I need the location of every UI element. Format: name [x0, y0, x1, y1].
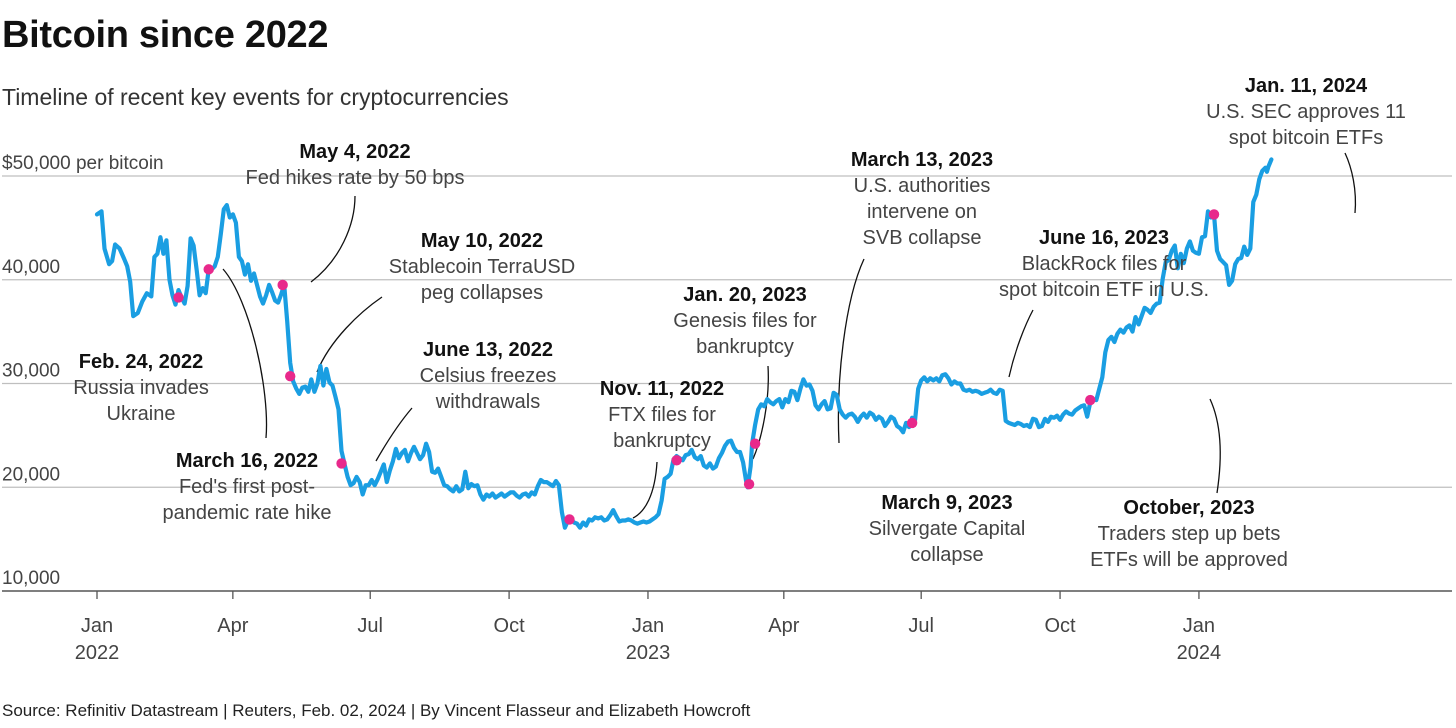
source-note: Source: Refinitiv Datastream | Reuters, …: [2, 701, 751, 720]
annotation-text: pandemic rate hike: [163, 502, 332, 524]
annotation-date: May 4, 2022: [299, 141, 410, 163]
annotation-text: SVB collapse: [863, 227, 982, 249]
annotation-date: Jan. 20, 2023: [683, 284, 806, 306]
y-tick-label: $50,000 per bitcoin: [2, 153, 164, 174]
event-marker: [743, 478, 755, 490]
annotation-leader-line: [837, 258, 865, 444]
y-tick-label: 40,000: [2, 257, 60, 278]
event-marker: [906, 417, 918, 429]
annotation-text: Stablecoin TerraUSD: [389, 256, 575, 278]
annotation-text: Russia invades: [73, 377, 209, 399]
annotation-text: bankruptcy: [696, 336, 794, 358]
grid-layer: [2, 175, 1452, 488]
annotation-leader-line: [752, 365, 769, 460]
x-tick-label: Jul: [908, 615, 934, 637]
annotation-date: March 13, 2023: [851, 149, 993, 171]
annotation-leader-line: [375, 407, 413, 462]
price-line: [94, 157, 1274, 530]
x-tick-label: Jul: [357, 615, 383, 637]
annotation-text: Fed's first post-: [179, 476, 315, 498]
y-tick-label: 30,000: [2, 361, 60, 382]
annotation-text: U.S. SEC approves 11: [1206, 101, 1406, 123]
axis-layer: [2, 590, 1452, 599]
annotation-date: Jan. 11, 2024: [1245, 75, 1368, 97]
event-marker: [277, 279, 288, 291]
annotation-leader-line: [632, 461, 658, 519]
x-tick-label: Oct: [494, 615, 526, 637]
label-layer: $50,000 per bitcoin 40,000 30,000 20,000 10,…: [2, 75, 1406, 664]
annotation-text: Ukraine: [107, 403, 176, 425]
x-tick-label: Jan: [1183, 615, 1215, 637]
annotation-date: Feb. 24, 2022: [79, 351, 204, 373]
chart-subtitle: Timeline of recent key events for crypto…: [2, 84, 509, 110]
marker-layer: [173, 209, 1220, 525]
annotation-text: ETFs will be approved: [1090, 549, 1288, 571]
x-tick-year-label: 2023: [626, 642, 671, 664]
annotation-date: June 16, 2023: [1039, 227, 1169, 249]
annotation-text: Traders step up bets: [1098, 523, 1281, 545]
x-tick-label: Jan: [632, 615, 664, 637]
annotation-date: October, 2023: [1123, 497, 1254, 519]
line-layer: [94, 157, 1274, 530]
annotation-date: March 16, 2022: [176, 450, 318, 472]
annotation-text: withdrawals: [435, 391, 540, 413]
event-marker: [671, 455, 682, 466]
annotation-date: March 9, 2023: [881, 492, 1012, 514]
annotation-leader-line: [316, 296, 383, 373]
annotation-date: June 13, 2022: [423, 339, 553, 361]
annotation-text: collapse: [910, 544, 983, 566]
event-marker: [1208, 209, 1220, 220]
x-tick-label: Jan: [81, 615, 113, 637]
y-tick-label: 10,000: [2, 568, 60, 589]
chart-title: Bitcoin since 2022: [2, 14, 329, 56]
annotation-leader-line: [1344, 152, 1357, 214]
event-marker: [1085, 394, 1096, 406]
annotation-text: peg collapses: [421, 282, 543, 304]
event-marker: [173, 292, 184, 303]
annotation-leader-line: [310, 195, 356, 283]
annotation-leader-line: [222, 268, 268, 439]
annotation-text: bankruptcy: [613, 430, 711, 452]
annotation-date: Nov. 11, 2022: [600, 378, 724, 400]
x-tick-label: Apr: [768, 615, 799, 637]
x-tick-year-label: 2024: [1177, 642, 1222, 664]
event-marker: [564, 514, 575, 525]
bitcoin-price-chart: $50,000 per bitcoin 40,000 30,000 20,000 10,…: [2, 75, 1452, 664]
annotation-text: spot bitcoin ETF in U.S.: [999, 279, 1209, 301]
annotation-text: spot bitcoin ETFs: [1229, 127, 1384, 149]
event-marker: [285, 371, 296, 382]
annotation-leader-line: [1209, 398, 1221, 494]
annotation-text: U.S. authorities: [854, 175, 991, 197]
event-marker: [749, 438, 761, 449]
annotation-text: Fed hikes rate by 50 bps: [245, 167, 464, 189]
x-tick-label: Oct: [1044, 615, 1076, 637]
event-marker: [336, 458, 347, 469]
annotation-text: Genesis files for: [673, 310, 817, 332]
annotation-text: FTX files for: [608, 404, 716, 426]
annotation-text: Silvergate Capital: [869, 518, 1026, 540]
leader-layer: [222, 152, 1357, 519]
annotation-date: May 10, 2022: [421, 230, 543, 252]
y-tick-label: 20,000: [2, 464, 60, 485]
x-tick-label: Apr: [217, 615, 248, 637]
annotation-text: BlackRock files for: [1022, 253, 1187, 275]
event-marker: [203, 264, 214, 275]
annotation-text: Celsius freezes: [420, 365, 557, 387]
x-tick-year-label: 2022: [75, 642, 120, 664]
annotation-text: intervene on: [867, 201, 977, 223]
annotation-leader-line: [1008, 309, 1034, 378]
